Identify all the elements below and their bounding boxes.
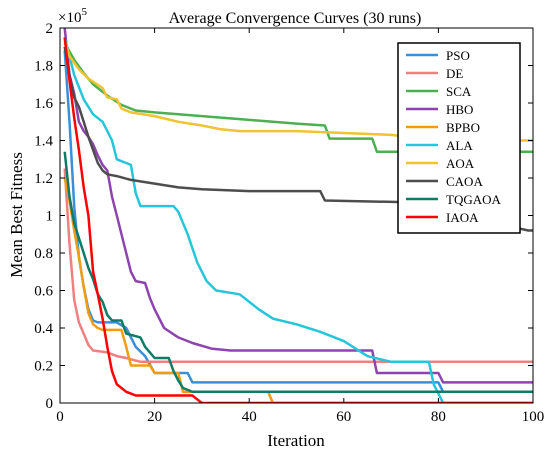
x-tick-label: 80 (431, 409, 446, 425)
y-tick-label: 0.4 (34, 321, 53, 337)
y-tick-label: 1.2 (34, 171, 53, 187)
legend-label-caoa: CAOA (446, 174, 483, 189)
y-tick-label: 0.2 (34, 359, 53, 375)
legend-label-hbo: HBO (446, 102, 473, 117)
y-scale-exponent: 5 (81, 6, 87, 18)
x-tick-label: 40 (242, 409, 257, 425)
legend-box (397, 42, 521, 234)
legend-label-bpbo: BPBO (446, 120, 480, 135)
legend-label-pso: PSO (446, 48, 470, 63)
legend: PSO DE SCA HBO BPBO ALA AOA CAOA TQGAOA IAOA (397, 42, 521, 234)
chart-title: Average Convergence Curves (30 runs) (169, 10, 422, 27)
y-scale-label: ×105 (58, 6, 87, 26)
legend-label-ala: ALA (446, 138, 473, 153)
x-tick-label: 60 (336, 409, 351, 425)
legend-label-sca: SCA (446, 84, 472, 99)
axes: 0 20 40 60 80 100 0 0.2 0.4 0.6 0.8 1 1.2 1.4 1.6 1.8 2 (34, 21, 544, 425)
y-tick-label: 0 (46, 396, 54, 412)
y-axis-label: Mean Best Fitness (7, 152, 26, 278)
x-axis-label: Iteration (267, 431, 325, 450)
x-tick-label: 0 (56, 409, 64, 425)
legend-label-tqgaoa: TQGAOA (446, 192, 501, 207)
y-tick-label: 1 (46, 209, 54, 225)
x-tick-label: 20 (147, 409, 162, 425)
series-line-bpbo (63, 177, 533, 403)
y-tick-label: 1.8 (34, 59, 53, 75)
x-tick-label: 100 (522, 409, 545, 425)
series-line-iaoa (63, 37, 533, 403)
legend-label-de: DE (446, 66, 463, 81)
legend-label-iaoa: IAOA (446, 210, 479, 225)
series-line-tqgaoa (63, 151, 533, 394)
y-tick-label: 1.6 (34, 96, 53, 112)
legend-label-aoa: AOA (446, 156, 475, 171)
y-scale-base: ×10 (58, 10, 81, 26)
series-line-aoa (63, 40, 533, 142)
series-group (63, 28, 533, 403)
series-line-ala (63, 37, 533, 403)
y-tick-label: 0.6 (34, 284, 53, 300)
y-tick-label: 2 (46, 21, 54, 37)
y-tick-label: 0.8 (34, 246, 53, 262)
y-tick-label: 1.4 (34, 134, 53, 150)
